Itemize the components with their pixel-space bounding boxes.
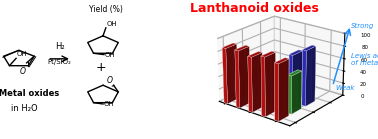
Text: H₂: H₂	[55, 43, 64, 51]
Text: OH: OH	[104, 101, 114, 107]
Text: O: O	[107, 75, 113, 85]
Text: Lewis acidity
of metal oxide: Lewis acidity of metal oxide	[351, 53, 378, 66]
Text: in H₂O: in H₂O	[11, 104, 38, 113]
Text: + Metal oxides: + Metal oxides	[0, 89, 60, 98]
Text: Pt/SiO₂: Pt/SiO₂	[48, 59, 71, 65]
Text: Yield (%): Yield (%)	[89, 5, 123, 14]
Text: OH: OH	[107, 21, 117, 27]
Text: O: O	[20, 67, 26, 76]
Text: +: +	[96, 61, 107, 74]
Text: Strong: Strong	[351, 23, 374, 29]
Text: OH: OH	[17, 51, 27, 57]
Text: Weak: Weak	[335, 85, 355, 91]
Title: Lanthanoid oxides: Lanthanoid oxides	[190, 2, 319, 15]
Text: OH: OH	[105, 52, 115, 58]
